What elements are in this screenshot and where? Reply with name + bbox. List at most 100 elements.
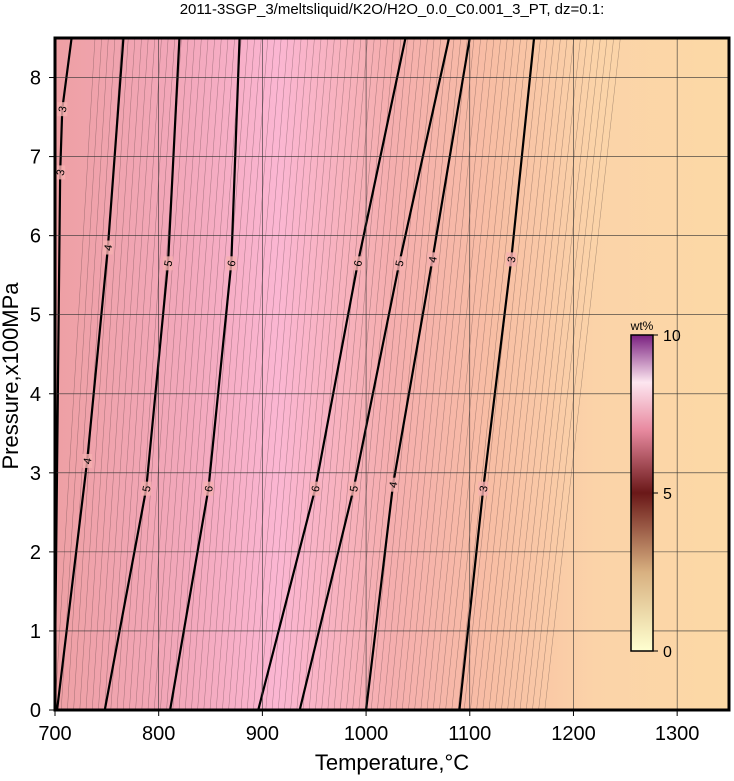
contour-label-bg <box>82 453 93 468</box>
contour-label-bg <box>394 256 405 271</box>
fine-contour <box>209 37 262 711</box>
fine-contour <box>340 37 402 711</box>
contour-label: 6 <box>352 259 365 267</box>
contour-line <box>169 37 241 711</box>
colorbar-tick-label: 5 <box>663 486 672 503</box>
fine-contour <box>315 37 375 711</box>
contour-label-bg <box>348 481 359 496</box>
y-tick-label: 6 <box>30 226 41 248</box>
fine-contour <box>408 37 475 711</box>
contour-label: 6 <box>226 259 239 267</box>
contour-label: 3 <box>57 105 70 113</box>
fine-contour <box>495 37 568 711</box>
y-tick-label: 7 <box>30 147 41 169</box>
fine-contour <box>216 37 269 711</box>
y-tick-label: 1 <box>30 621 41 643</box>
fine-contour <box>532 37 608 711</box>
fine-contour <box>85 37 129 711</box>
fine-contour <box>433 37 501 711</box>
fine-contour <box>141 37 189 711</box>
contour-label: 6 <box>203 485 216 493</box>
contour-line <box>103 37 181 711</box>
fine-contour <box>247 37 302 711</box>
fine-contour <box>154 37 202 711</box>
fine-contour <box>265 37 322 711</box>
fine-contour <box>240 37 295 711</box>
y-tick-label: 0 <box>30 700 41 722</box>
fine-contour <box>172 37 222 711</box>
contour-label: 4 <box>82 457 95 465</box>
y-tick-label: 2 <box>30 542 41 564</box>
fine-contour <box>383 37 448 711</box>
fine-contour <box>185 37 235 711</box>
x-tick-label: 900 <box>246 723 279 745</box>
contour-label-bg <box>310 481 321 496</box>
fine-contour <box>54 37 96 711</box>
fine-contour <box>358 37 422 711</box>
contour-label-bg <box>57 102 68 117</box>
fine-contour <box>426 37 495 711</box>
fine-contour <box>197 37 249 711</box>
contour-label-bg <box>388 477 399 492</box>
fine-contour <box>544 37 621 711</box>
contour-label-bg <box>478 481 489 496</box>
fine-contour <box>420 37 488 711</box>
fine-contour <box>92 37 136 711</box>
fine-contour <box>501 37 574 711</box>
fine-contour <box>302 37 362 711</box>
fine-contour <box>451 37 521 711</box>
fine-contour <box>147 37 195 711</box>
contour-label: 5 <box>141 485 154 493</box>
fine-contour <box>538 37 614 711</box>
x-tick-label: 700 <box>38 723 71 745</box>
fine-contour <box>73 37 116 711</box>
contour-line <box>364 37 471 711</box>
fine-contour <box>110 37 156 711</box>
colorbar-label: wt% <box>630 319 654 333</box>
fine-contour <box>259 37 315 711</box>
chart-title: 2011-3SGP_3/meltsliquid/K2O/H2O_0.0_C0.0… <box>180 1 605 18</box>
fine-contour <box>290 37 348 711</box>
fine-contour <box>389 37 455 711</box>
fine-contour <box>482 37 555 711</box>
fine-contour <box>519 37 594 711</box>
fine-contour <box>439 37 508 711</box>
fine-contour <box>191 37 242 711</box>
contour-label: 3 <box>55 169 68 177</box>
y-tick-label: 8 <box>30 68 41 90</box>
y-tick-label: 3 <box>30 463 41 485</box>
fine-contour <box>271 37 328 711</box>
y-tick-label: 4 <box>30 384 41 406</box>
fine-contour <box>333 37 395 711</box>
contour-label-bg <box>163 256 174 271</box>
fine-contour <box>476 37 548 711</box>
background <box>55 38 729 710</box>
fine-contour <box>234 37 289 711</box>
fine-contour <box>488 37 561 711</box>
x-tick-label: 1100 <box>448 723 491 745</box>
fine-contour <box>166 37 215 711</box>
x-tick-label: 1300 <box>655 723 700 745</box>
plot-area: 3 3 4 4 5 5 6 6 6 6 5 5 4 4 3 3 <box>53 37 729 711</box>
contour-label: 6 <box>310 485 323 493</box>
y-tick-label: 5 <box>30 305 41 327</box>
fine-contour <box>445 37 515 711</box>
contour-label-bg <box>141 481 152 496</box>
contour-label: 5 <box>394 259 407 267</box>
fine-contour <box>321 37 382 711</box>
fine-contour <box>296 37 355 711</box>
fine-contour <box>104 37 149 711</box>
fine-contour <box>507 37 581 711</box>
fine-contour <box>228 37 282 711</box>
y-axis-label: Pressure,x100MPa <box>0 282 23 470</box>
fine-contour <box>352 37 415 711</box>
fine-contour <box>284 37 342 711</box>
fine-contour <box>377 37 441 711</box>
contour-label-bg <box>427 252 438 267</box>
contour-line <box>458 37 536 711</box>
colorbar-tick-label: 10 <box>663 328 681 345</box>
contour-label-bg <box>55 165 66 180</box>
contour-label-bg <box>506 252 517 267</box>
fine-contour <box>526 37 601 711</box>
